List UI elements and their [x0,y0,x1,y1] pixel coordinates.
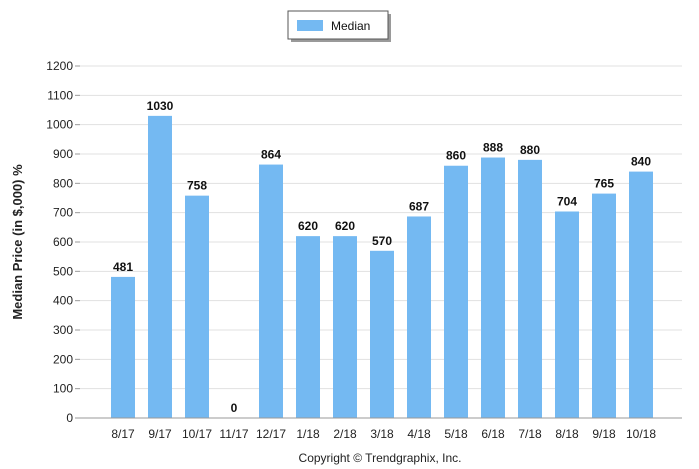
bar [444,165,468,418]
x-tick-label: 8/18 [555,427,579,441]
bar [629,171,653,418]
data-label: 0 [231,401,238,415]
bar [111,276,135,418]
legend-swatch [297,20,323,31]
bar [185,195,209,418]
bar [555,211,579,418]
data-label: 687 [409,199,429,213]
x-tick-label: 5/18 [444,427,468,441]
data-label: 620 [335,219,355,233]
data-label: 864 [261,148,281,162]
x-tick-label: 4/18 [407,427,431,441]
y-tick-label: 0 [66,411,73,425]
bar [259,164,283,418]
x-axis-ticks: 8/17 9/17 10/17 11/17 12/17 1/18 2/18 3/18 4/18 5… [111,427,656,441]
data-label: 620 [298,219,318,233]
bar [481,157,505,418]
y-axis-ticks: 0 100 200 300 400 500 600 700 800 900 1000 1100 1200 [46,59,80,425]
bar [407,216,431,418]
x-tick-label: 2/18 [333,427,357,441]
data-label: 1030 [147,99,174,113]
bar [518,159,542,418]
x-tick-label: 9/18 [592,427,616,441]
y-tick-label: 600 [53,235,73,249]
data-label: 765 [594,177,614,191]
x-tick-label: 9/17 [148,427,172,441]
data-label: 704 [557,194,577,208]
x-tick-label: 3/18 [370,427,394,441]
data-label: 860 [446,149,466,163]
y-tick-label: 500 [53,264,73,278]
data-label: 481 [113,260,133,274]
legend: Median [287,10,391,42]
bar [370,250,394,418]
data-label: 758 [187,179,207,193]
data-labels: 481 1030 758 0 864 620 620 570 687 860 888 880 704 76… [113,99,651,415]
y-tick-label: 700 [53,206,73,220]
y-axis-label: Median Price (in $,000) % [10,164,25,320]
x-tick-label: 10/18 [626,427,656,441]
bars [111,115,653,418]
y-tick-label: 1200 [46,59,73,73]
data-label: 840 [631,155,651,169]
y-tick-label: 900 [53,147,73,161]
y-tick-label: 100 [53,382,73,396]
x-tick-label: 7/18 [518,427,542,441]
x-tick-label: 6/18 [481,427,505,441]
y-tick-label: 1000 [46,118,73,132]
x-tick-label: 12/17 [256,427,286,441]
data-label: 570 [372,234,392,248]
x-tick-label: 1/18 [296,427,320,441]
bar [592,193,616,418]
y-tick-label: 400 [53,294,73,308]
bar [148,115,172,418]
gridlines [80,65,682,390]
y-tick-label: 200 [53,352,73,366]
x-tick-label: 10/17 [182,427,212,441]
y-tick-label: 300 [53,323,73,337]
copyright-text: Copyright © Trendgraphix, Inc. [299,451,462,465]
x-tick-label: 11/17 [219,427,248,441]
bar [296,236,320,418]
y-tick-label: 1100 [47,88,73,102]
data-label: 888 [483,141,503,155]
x-tick-label: 8/17 [111,427,135,441]
bar [333,236,357,418]
y-tick-label: 800 [53,176,73,190]
data-label: 880 [520,143,540,157]
legend-label: Median [331,19,370,33]
